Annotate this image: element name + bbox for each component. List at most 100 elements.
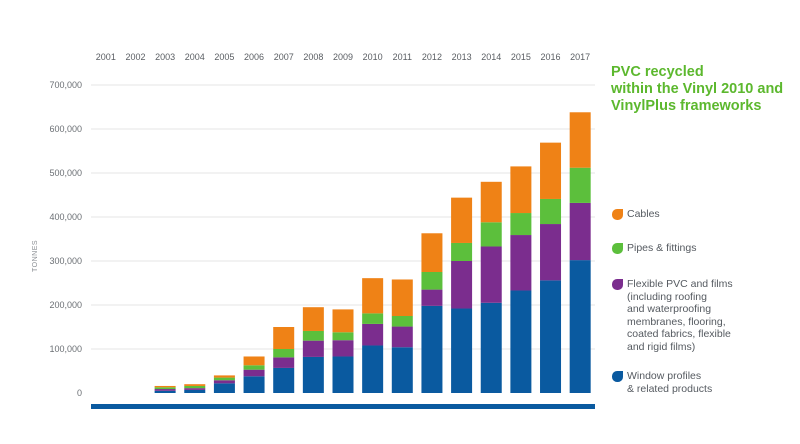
chart-title-line-2: within the Vinyl 2010 and <box>611 81 784 97</box>
bar-segment-cables <box>243 356 265 366</box>
bar-segment-window-profiles <box>273 367 295 393</box>
bar-segment-cables <box>421 233 443 272</box>
bar-segment-cables <box>480 181 502 223</box>
legend-label-line: (including roofing <box>627 290 707 303</box>
x-tick-label: 2016 <box>541 52 561 62</box>
bar-segment-window-profiles <box>391 347 413 393</box>
legend-label-line: Pipes & fittings <box>627 242 697 254</box>
bar-segment-pipes-fittings <box>332 332 354 341</box>
bar-segment-pipes-fittings <box>213 377 235 381</box>
x-tick-label: 2002 <box>125 52 145 62</box>
legend-label-line: & related products <box>627 382 713 395</box>
bar-segment-cables <box>569 112 591 168</box>
bar-segment-pipes-fittings <box>421 272 443 290</box>
chart-title-line-3: VinylPlus frameworks <box>611 98 762 114</box>
bar-segment-flexible-pvc <box>362 323 384 346</box>
bar-segment-window-profiles <box>154 390 176 393</box>
bar-segment-flexible-pvc <box>154 389 176 391</box>
bar-segment-cables <box>391 279 413 316</box>
bar-segment-window-profiles <box>362 345 384 393</box>
bar-segment-pipes-fittings <box>273 349 295 358</box>
y-tick-label: 500,000 <box>49 168 82 178</box>
x-tick-label: 2014 <box>481 52 501 62</box>
bar-segment-flexible-pvc <box>510 235 532 291</box>
x-tick-label: 2009 <box>333 52 353 62</box>
y-axis-ticks: 0 100,000 200,000 300,000 400,000 500,000 600,… <box>49 80 82 398</box>
y-tick-label: 400,000 <box>49 212 82 222</box>
bar-segment-window-profiles <box>332 356 354 393</box>
bar-segment-flexible-pvc <box>421 289 443 306</box>
y-tick-label: 200,000 <box>49 300 82 310</box>
x-tick-label: 2005 <box>214 52 234 62</box>
y-tick-label: 700,000 <box>49 80 82 90</box>
bar-segment-cables <box>362 278 384 314</box>
chart-title: PVC recycled within the Vinyl 2010 and V… <box>611 64 796 115</box>
bar-segment-cables <box>302 307 324 331</box>
bar-segment-cables <box>273 327 295 349</box>
bar-segment-cables <box>451 197 473 243</box>
legend-swatch <box>612 279 623 290</box>
bar-segment-cables <box>154 385 176 388</box>
x-tick-label: 2001 <box>96 52 116 62</box>
x-tick-label: 2013 <box>452 52 472 62</box>
bar-segment-pipes-fittings <box>480 222 502 247</box>
bar-segment-window-profiles <box>540 280 562 393</box>
bar-segment-flexible-pvc <box>332 340 354 357</box>
x-tick-label: 2003 <box>155 52 175 62</box>
x-tick-label: 2010 <box>363 52 383 62</box>
x-tick-label: 2011 <box>393 52 412 62</box>
legend-label: Pipes & fittings <box>627 242 797 255</box>
x-tick-label: 2017 <box>570 52 590 62</box>
bar-segment-pipes-fittings <box>184 385 206 389</box>
bar-segment-window-profiles <box>302 356 324 393</box>
x-axis-year-labels: 2001 2002 2003 2004 2005 2006 2007 2008 2009 2010… <box>96 52 590 62</box>
bar-segment-window-profiles <box>213 383 235 393</box>
bar-segment-window-profiles <box>510 290 532 393</box>
x-tick-label: 2012 <box>422 52 442 62</box>
bar-segment-flexible-pvc <box>273 357 295 368</box>
legend-label: Window profiles & related products <box>627 370 797 395</box>
bar-segment-window-profiles <box>243 376 265 393</box>
y-tick-label: 300,000 <box>49 256 82 266</box>
bar-segment-flexible-pvc <box>451 261 473 309</box>
bar-segment-window-profiles <box>421 305 443 393</box>
legend-label: Flexible PVC and films (including roofing… <box>627 278 797 353</box>
bar-segment-flexible-pvc <box>540 224 562 281</box>
x-tick-label: 2004 <box>185 52 205 62</box>
legend-swatch <box>612 209 623 220</box>
bar-segment-pipes-fittings <box>154 387 176 390</box>
bars <box>154 112 591 393</box>
bar-segment-window-profiles <box>569 260 591 393</box>
legend-label-line: and rigid films) <box>627 340 696 353</box>
bar-segment-flexible-pvc <box>184 388 206 390</box>
y-tick-label: 600,000 <box>49 124 82 134</box>
legend-swatch <box>612 243 623 254</box>
y-tick-label: 100,000 <box>49 344 82 354</box>
bar-segment-pipes-fittings <box>243 365 265 370</box>
legend-label-line: membranes, flooring, <box>627 315 726 328</box>
bar-segment-cables <box>213 375 235 378</box>
x-tick-label: 2008 <box>303 52 323 62</box>
bar-segment-flexible-pvc <box>243 369 265 377</box>
bar-segment-flexible-pvc <box>302 340 324 357</box>
grid-lines <box>91 84 595 350</box>
y-tick-label: 0 <box>77 388 82 398</box>
legend-label-line: coated fabrics, flexible <box>627 328 731 340</box>
legend-label-line: Cables <box>627 208 660 220</box>
bar-segment-flexible-pvc <box>213 380 235 384</box>
y-axis-label: TONNES <box>32 240 39 272</box>
chart-title-line-1: PVC recycled <box>611 64 704 80</box>
bar-segment-cables <box>184 384 206 386</box>
bar-segment-window-profiles <box>451 308 473 393</box>
bar-segment-cables <box>540 142 562 199</box>
bar-segment-flexible-pvc <box>569 202 591 261</box>
legend-label-line: Window profiles <box>627 370 702 382</box>
bar-segment-pipes-fittings <box>362 313 384 324</box>
legend-swatch <box>612 371 623 382</box>
bar-segment-window-profiles <box>480 302 502 393</box>
bar-segment-flexible-pvc <box>391 326 413 348</box>
bar-segment-cables <box>332 309 354 333</box>
bar-segment-pipes-fittings <box>569 167 591 203</box>
bar-segment-window-profiles <box>184 389 206 393</box>
